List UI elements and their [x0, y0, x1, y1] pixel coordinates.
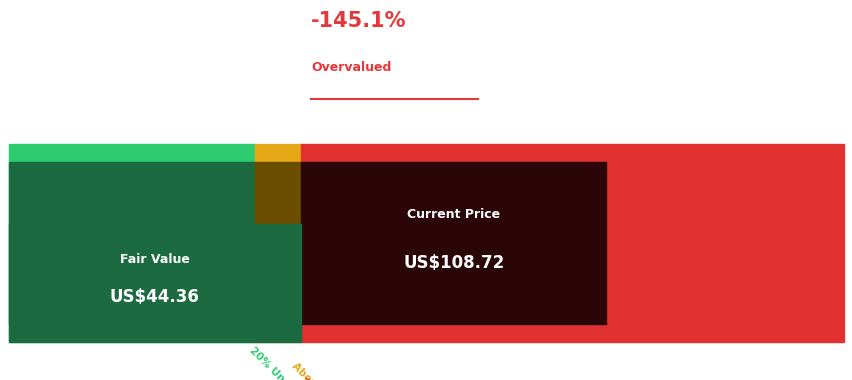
Text: Overvalued: Overvalued: [311, 61, 391, 74]
Bar: [9, 144, 255, 342]
Text: 20% Overvalued: 20% Overvalued: [298, 376, 372, 380]
Text: US$44.36: US$44.36: [110, 288, 199, 306]
Bar: [301, 162, 606, 324]
Text: Fair Value: Fair Value: [120, 253, 189, 266]
Bar: [255, 144, 301, 342]
Text: -145.1%: -145.1%: [311, 11, 406, 32]
Text: About Right: About Right: [290, 361, 346, 380]
Text: Current Price: Current Price: [406, 207, 499, 220]
Bar: [255, 162, 301, 324]
Bar: [9, 162, 255, 324]
Bar: [9, 224, 301, 342]
Bar: [301, 144, 843, 342]
Text: US$108.72: US$108.72: [403, 253, 504, 272]
Text: 20% Undervalued: 20% Undervalued: [248, 346, 328, 380]
